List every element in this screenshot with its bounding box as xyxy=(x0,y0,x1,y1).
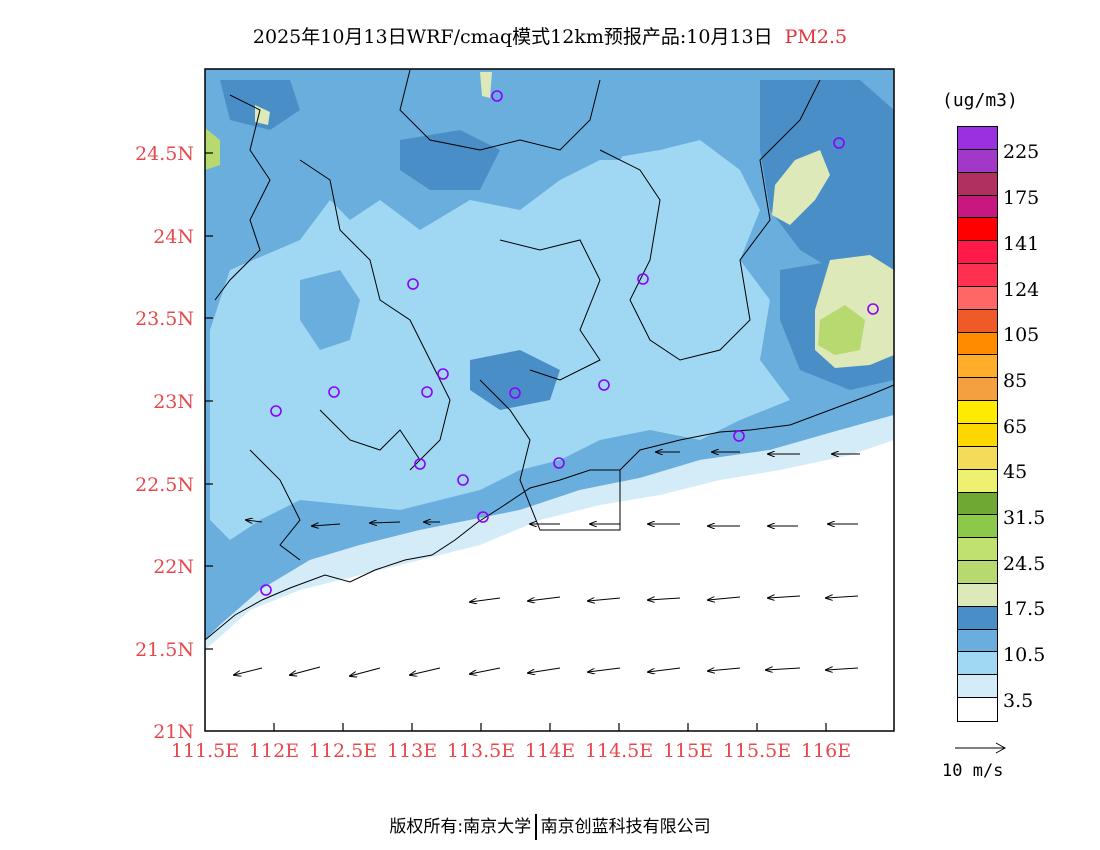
lon-label-112e: 112E xyxy=(248,740,300,762)
lat-label-21n: 21N xyxy=(153,721,194,743)
legend-color-swatch xyxy=(958,127,997,150)
legend-color-swatch xyxy=(958,218,997,242)
legend-color-swatch xyxy=(958,515,997,539)
lat-label-22-5n: 22.5N xyxy=(135,474,194,496)
map-title: 2025年10月13日WRF/cmaq模式12km预报产品:10月13日 PM2.… xyxy=(0,22,1100,49)
copyright-owner: 版权所有:南京大学 xyxy=(389,817,532,837)
legend-color-swatch xyxy=(958,355,997,379)
wind-reference-arrow xyxy=(955,742,1007,754)
legend-label-65: 65 xyxy=(1003,416,1028,438)
legend-color-swatch xyxy=(958,241,997,265)
legend-color-swatch xyxy=(958,492,997,516)
lon-label-115e: 115E xyxy=(662,740,714,762)
axis-ticks xyxy=(205,152,827,731)
lat-label-21-5n: 21.5N xyxy=(135,639,194,661)
copyright-footer: 版权所有:南京大学 南京创蓝科技有限公司 xyxy=(0,812,1100,840)
legend-label-175: 175 xyxy=(1003,187,1040,209)
legend-color-swatch xyxy=(958,698,997,721)
legend-color-swatch xyxy=(958,583,997,607)
lon-label-114-5e: 114.5E xyxy=(584,740,654,762)
lon-label-113-5e: 113.5E xyxy=(446,740,516,762)
legend-label-45: 45 xyxy=(1003,461,1028,483)
legend-label-225: 225 xyxy=(1003,141,1040,163)
lon-label-116e: 116E xyxy=(800,740,852,762)
legend-color-swatch xyxy=(958,629,997,653)
color-legend xyxy=(957,126,998,722)
legend-color-swatch xyxy=(958,446,997,470)
legend-color-swatch xyxy=(958,378,997,402)
lon-label-115-5e: 115.5E xyxy=(722,740,792,762)
legend-label-124: 124 xyxy=(1003,279,1040,301)
boundaries xyxy=(205,69,894,641)
legend-color-swatch xyxy=(958,309,997,333)
title-main: 2025年10月13日WRF/cmaq模式12km预报产品:10月13日 xyxy=(252,26,773,48)
lat-label-24-5n: 24.5N xyxy=(135,143,194,165)
monitoring-sites xyxy=(260,90,879,596)
legend-color-swatch xyxy=(958,401,997,424)
legend-color-swatch xyxy=(958,606,997,630)
legend-color-swatch xyxy=(958,423,997,447)
legend-color-swatch xyxy=(958,149,997,173)
legend-label-105: 105 xyxy=(1003,324,1040,346)
lat-label-22n: 22N xyxy=(153,556,194,578)
wind-vectors xyxy=(234,452,860,676)
concentration-field xyxy=(205,69,894,731)
legend-color-swatch xyxy=(958,538,997,562)
footer-separator xyxy=(535,814,537,840)
legend-label-10-5: 10.5 xyxy=(1003,644,1046,666)
lon-label-113e: 113E xyxy=(386,740,438,762)
legend-color-swatch xyxy=(958,264,997,287)
legend-label-24-5: 24.5 xyxy=(1003,553,1046,575)
lon-label-114e: 114E xyxy=(524,740,576,762)
lon-label-112-5e: 112.5E xyxy=(308,740,378,762)
legend-color-swatch xyxy=(958,652,997,676)
legend-label-3-5: 3.5 xyxy=(1003,690,1034,712)
legend-color-swatch xyxy=(958,561,997,584)
lat-label-23n: 23N xyxy=(153,391,194,413)
wind-reference-label: 10 m/s xyxy=(942,761,1004,781)
legend-color-swatch xyxy=(958,469,997,493)
legend-color-swatch xyxy=(958,172,997,196)
pollutant-label: PM2.5 xyxy=(784,26,848,48)
legend-color-swatch xyxy=(958,286,997,310)
lat-label-23-5n: 23.5N xyxy=(135,308,194,330)
lat-label-24n: 24N xyxy=(153,226,194,248)
legend-label-85: 85 xyxy=(1003,370,1028,392)
legend-color-swatch xyxy=(958,195,997,219)
legend-label-31-5: 31.5 xyxy=(1003,507,1046,529)
lon-label-111-5e: 111.5E xyxy=(170,740,240,762)
legend-color-swatch xyxy=(958,675,997,699)
legend-unit: (ug/m3) xyxy=(942,90,1018,111)
copyright-company: 南京创蓝科技有限公司 xyxy=(540,817,711,837)
legend-label-17-5: 17.5 xyxy=(1003,598,1046,620)
legend-label-141: 141 xyxy=(1003,233,1040,255)
legend-color-swatch xyxy=(958,332,997,356)
